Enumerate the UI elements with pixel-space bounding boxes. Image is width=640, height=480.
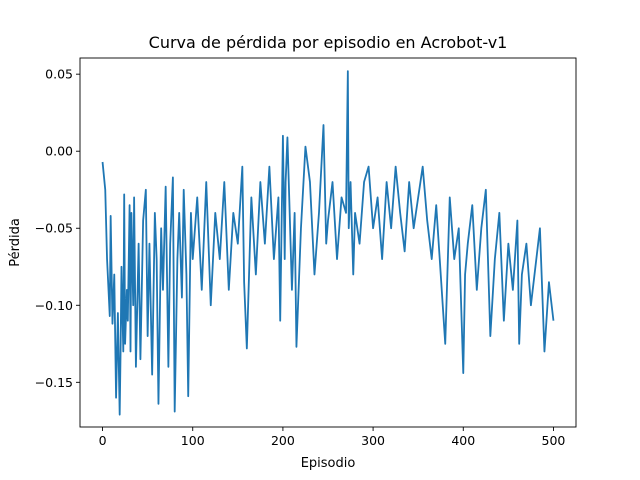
series-line-0 — [101, 70, 555, 416]
x-tick-label: 500 — [542, 433, 566, 448]
axes-frame — [79, 57, 577, 428]
y-tick-label: −0.05 — [35, 221, 73, 236]
y-tick-label: −0.15 — [35, 375, 73, 390]
chart-title: Curva de pérdida por episodio en Acrobot… — [149, 33, 508, 52]
x-tick-label: 0 — [99, 433, 107, 448]
x-axis-label: Episodio — [301, 456, 356, 471]
plot-area — [101, 70, 555, 416]
x-tick-label: 300 — [361, 433, 385, 448]
x-tick-label: 100 — [181, 433, 205, 448]
x-tick-label: 400 — [451, 433, 475, 448]
axis-ticks: 0 100 200 300 400 500 0.05 0.00 −0.05 −0.10 −0.15 — [35, 67, 566, 448]
y-tick-label: 0.00 — [45, 144, 73, 159]
y-tick-label: 0.05 — [45, 67, 73, 82]
y-axis-label: Pérdida — [8, 218, 23, 267]
y-tick-label: −0.10 — [35, 298, 73, 313]
x-tick-label: 200 — [271, 433, 295, 448]
